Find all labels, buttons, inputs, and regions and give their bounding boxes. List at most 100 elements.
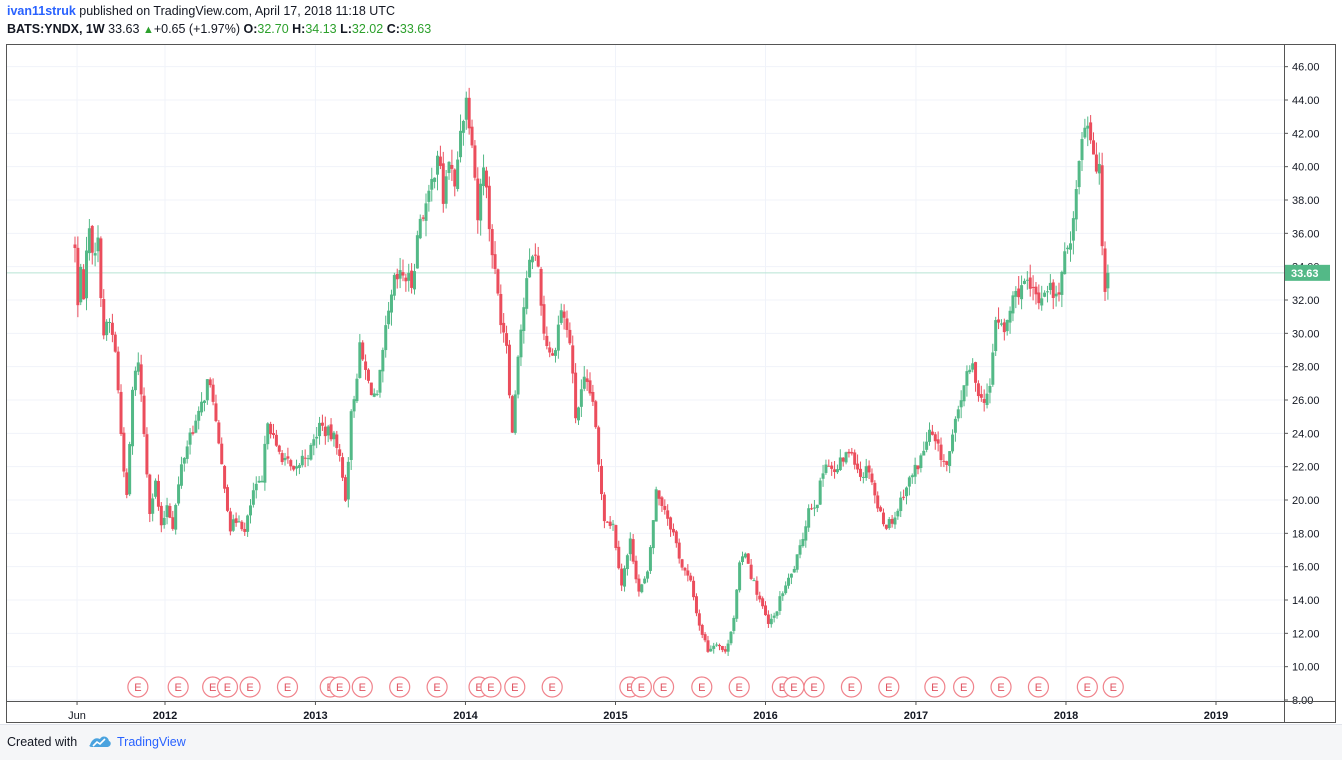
candle-body[interactable]: [536, 255, 540, 267]
candle-body[interactable]: [1054, 293, 1058, 297]
candle-body[interactable]: [415, 235, 419, 269]
candle-body[interactable]: [292, 465, 296, 470]
candle-body[interactable]: [928, 429, 932, 442]
candle-body[interactable]: [884, 524, 888, 529]
candle-body[interactable]: [585, 378, 589, 382]
candle-body[interactable]: [421, 217, 425, 219]
candle-body[interactable]: [323, 426, 327, 437]
candle-body[interactable]: [746, 553, 750, 564]
candle-body[interactable]: [614, 525, 618, 548]
candle-body[interactable]: [706, 640, 710, 652]
candle-body[interactable]: [438, 156, 442, 166]
candle-body[interactable]: [789, 573, 793, 578]
candle-body[interactable]: [87, 228, 91, 254]
author-link[interactable]: ivan11struk: [7, 4, 76, 18]
candle-body[interactable]: [887, 519, 891, 529]
candle-body[interactable]: [441, 163, 445, 204]
candle-body[interactable]: [131, 389, 135, 447]
candle-body[interactable]: [1089, 122, 1093, 141]
candle-body[interactable]: [594, 401, 598, 428]
candle-body[interactable]: [499, 293, 503, 326]
candle-body[interactable]: [847, 451, 851, 454]
candle-body[interactable]: [985, 393, 989, 405]
candle-body[interactable]: [407, 272, 411, 281]
candle-body[interactable]: [942, 460, 946, 462]
candle-body[interactable]: [1034, 286, 1038, 295]
candle-body[interactable]: [910, 475, 914, 478]
candle-body[interactable]: [436, 155, 440, 175]
candle-body[interactable]: [997, 319, 1001, 323]
candle-body[interactable]: [119, 391, 123, 435]
candle-body[interactable]: [464, 97, 468, 120]
candle-body[interactable]: [856, 463, 860, 470]
candle-body[interactable]: [202, 400, 206, 403]
candle-body[interactable]: [893, 517, 897, 525]
candle-body[interactable]: [1077, 160, 1081, 188]
candle-body[interactable]: [637, 578, 641, 592]
candle-body[interactable]: [991, 352, 995, 385]
candle-body[interactable]: [277, 445, 281, 452]
candle-body[interactable]: [697, 613, 701, 626]
candle-body[interactable]: [844, 452, 848, 463]
candle-body[interactable]: [381, 349, 385, 372]
candle-body[interactable]: [974, 362, 978, 383]
candle-body[interactable]: [798, 545, 802, 555]
candle-body[interactable]: [657, 490, 661, 499]
candle-body[interactable]: [858, 468, 862, 477]
candle-body[interactable]: [128, 444, 132, 495]
candle-body[interactable]: [300, 455, 304, 466]
candle-body[interactable]: [729, 631, 733, 644]
candle-body[interactable]: [251, 490, 255, 505]
candle-body[interactable]: [433, 177, 437, 182]
candle-body[interactable]: [496, 269, 500, 294]
earnings-marker[interactable]: [216, 676, 239, 698]
candle-body[interactable]: [510, 396, 514, 433]
earnings-marker[interactable]: [840, 676, 863, 698]
candle-body[interactable]: [870, 473, 874, 483]
candle-body[interactable]: [752, 580, 756, 582]
candle-body[interactable]: [1002, 322, 1006, 333]
candle-body[interactable]: [663, 505, 667, 510]
candle-body[interactable]: [818, 480, 822, 505]
candle-body[interactable]: [410, 270, 414, 288]
candle-body[interactable]: [648, 547, 652, 571]
candle-body[interactable]: [945, 461, 949, 465]
candle-body[interactable]: [197, 410, 201, 421]
candle-body[interactable]: [453, 169, 457, 187]
earnings-marker[interactable]: [630, 676, 652, 698]
candle-body[interactable]: [539, 268, 543, 306]
candle-body[interactable]: [513, 394, 517, 433]
candle-body[interactable]: [507, 344, 511, 396]
candle-body[interactable]: [568, 329, 572, 344]
candle-body[interactable]: [200, 401, 204, 413]
candle-body[interactable]: [617, 546, 621, 569]
candle-body[interactable]: [712, 645, 716, 649]
candle-body[interactable]: [565, 318, 569, 330]
candle-body[interactable]: [82, 269, 86, 300]
earnings-marker[interactable]: [1076, 676, 1098, 698]
candle-body[interactable]: [815, 504, 819, 509]
candle-body[interactable]: [461, 121, 465, 133]
candle-body[interactable]: [338, 449, 342, 456]
candle-body[interactable]: [545, 335, 549, 347]
candle-body[interactable]: [715, 644, 719, 646]
candle-body[interactable]: [582, 376, 586, 389]
candle-body[interactable]: [1097, 163, 1101, 174]
candle-body[interactable]: [108, 322, 112, 324]
candle-body[interactable]: [283, 457, 287, 461]
candle-body[interactable]: [329, 424, 333, 440]
candle-body[interactable]: [1043, 292, 1047, 297]
candle-body[interactable]: [289, 460, 293, 467]
candle-body[interactable]: [769, 618, 773, 625]
candle-body[interactable]: [361, 342, 365, 360]
candle-body[interactable]: [366, 369, 370, 381]
candle-body[interactable]: [654, 489, 658, 522]
candle-body[interactable]: [999, 323, 1003, 325]
candle-body[interactable]: [412, 271, 416, 290]
candle-body[interactable]: [231, 519, 235, 531]
candle-body[interactable]: [700, 624, 704, 635]
candle-body[interactable]: [168, 506, 172, 518]
candle-body[interactable]: [835, 469, 839, 473]
candle-body[interactable]: [623, 568, 627, 587]
candle-body[interactable]: [965, 371, 969, 386]
